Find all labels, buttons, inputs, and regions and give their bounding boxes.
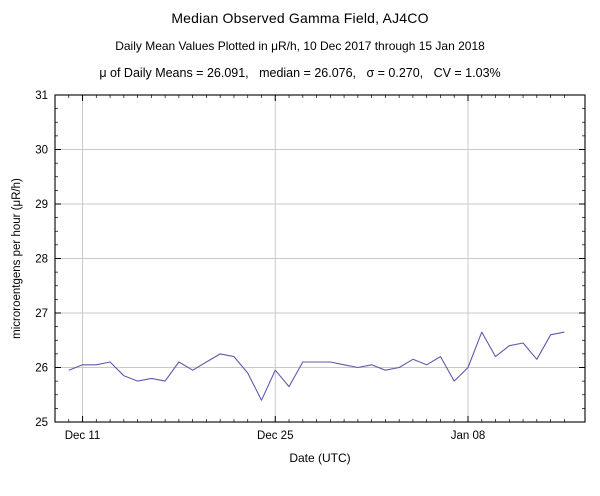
- chart-subtitle: Daily Mean Values Plotted in μR/h, 10 De…: [115, 39, 485, 53]
- chart-stats-line: μ of Daily Means = 26.091, median = 26.0…: [99, 66, 501, 80]
- x-tick-label: Dec 25: [257, 430, 293, 442]
- x-axis-label: Date (UTC): [289, 451, 350, 465]
- y-tick-label: 31: [35, 90, 48, 102]
- line-chart: 25 26 27 28 29 30 31 Dec 11 Dec 25 Jan 08 microroe…: [11, 90, 586, 465]
- y-tick-label: 29: [35, 199, 48, 211]
- y-tick-label: 27: [35, 308, 48, 320]
- x-tick-label: Dec 11: [65, 430, 101, 442]
- y-axis-label: microroentgens per hour (μR/h): [11, 178, 23, 339]
- y-tick-label: 25: [35, 417, 48, 429]
- y-tick-label: 26: [35, 363, 48, 375]
- x-tick-label: Jan 08: [451, 430, 486, 442]
- plot-frame: [54, 94, 586, 423]
- data-line: [68, 331, 565, 401]
- y-tick-label: 28: [35, 254, 48, 266]
- y-tick-label: 30: [35, 145, 48, 157]
- chart-title: Median Observed Gamma Field, AJ4CO: [171, 10, 429, 26]
